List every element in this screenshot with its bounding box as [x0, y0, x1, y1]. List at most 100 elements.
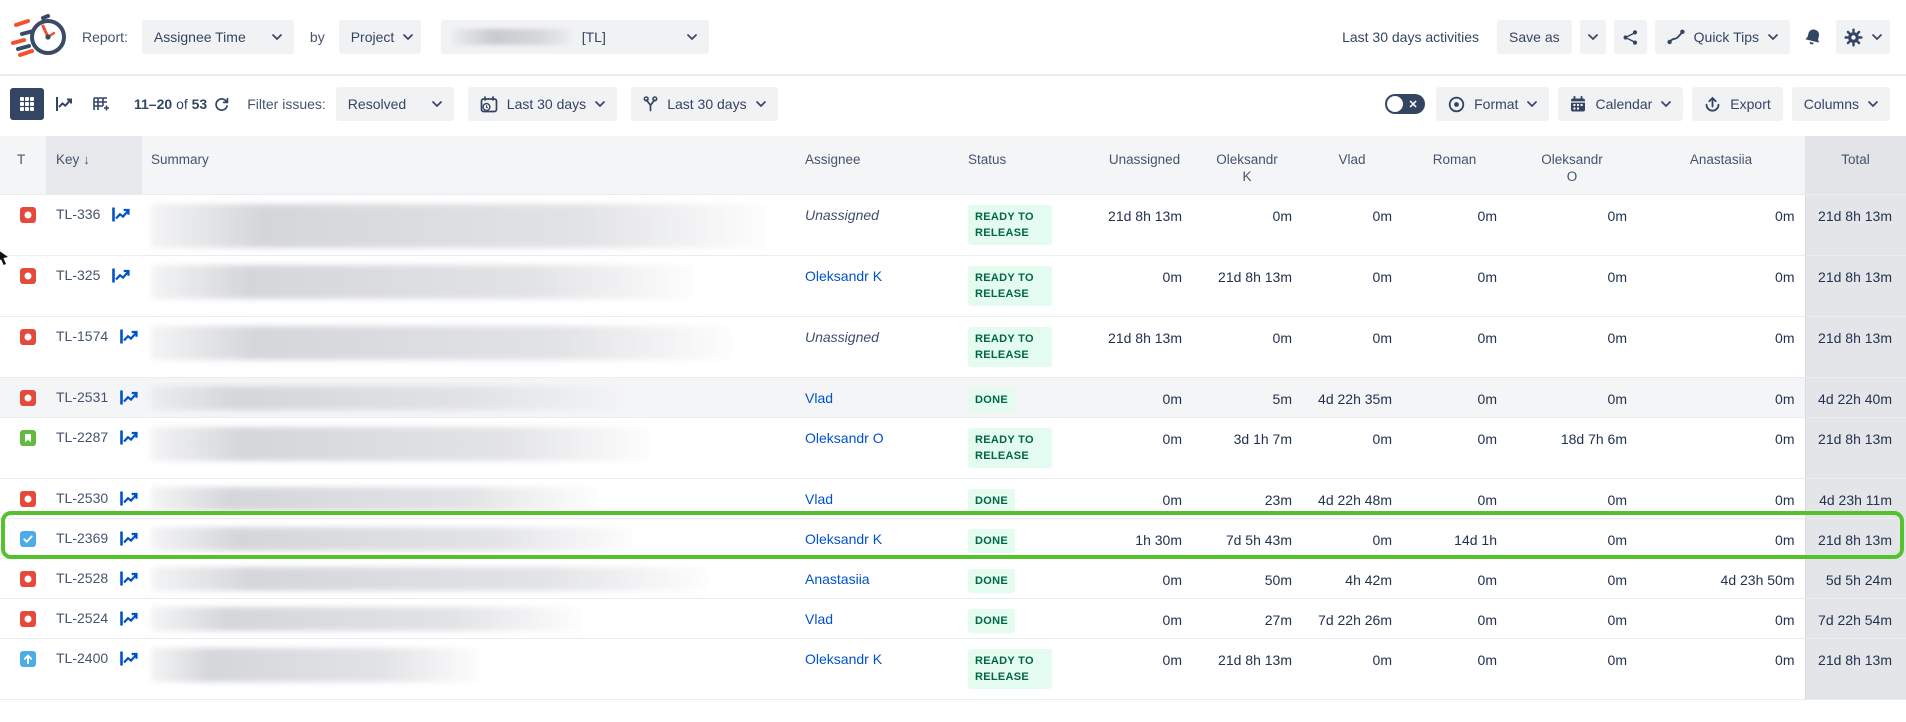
table-row-TL-2400[interactable]: TL-2400Oleksandr KREADY TO RELEASE0m21d … [0, 638, 1906, 699]
table-row-TL-2528[interactable]: TL-2528AnastasiiaDONE0m50m4h 42m0m0m4d 2… [0, 558, 1906, 598]
assignee-link[interactable]: Oleksandr O [805, 430, 884, 446]
time-cell-user-roman: 0m [1402, 316, 1507, 377]
worklog-branch-icon [643, 96, 658, 113]
grid-view-button[interactable] [10, 88, 44, 120]
share-button[interactable] [1614, 20, 1647, 54]
project-name-redacted [453, 29, 571, 45]
save-as-button[interactable]: Save as [1497, 20, 1572, 54]
assignee-link[interactable]: Anastasiia [805, 571, 870, 587]
column-header-summary[interactable]: Summary [142, 136, 802, 194]
issue-key-link[interactable]: TL-2528 [56, 570, 108, 586]
issue-key-link[interactable]: TL-2530 [56, 490, 108, 506]
column-header-user-roman[interactable]: Roman [1402, 136, 1507, 194]
time-cell-user-oleksandr-k: 27m [1192, 598, 1302, 638]
column-header-user-oleksandr-o[interactable]: OleksandrO [1507, 136, 1637, 194]
issue-summary-cell [142, 558, 802, 598]
format-target-icon [1448, 96, 1465, 113]
issue-trend-chart-icon[interactable] [111, 267, 133, 284]
time-cell-user-unassigned: 0m [1097, 255, 1192, 316]
issue-trend-chart-icon[interactable] [119, 429, 141, 446]
issue-key-link[interactable]: TL-2524 [56, 610, 108, 626]
assignee-link[interactable]: Vlad [805, 491, 833, 507]
issue-key-link[interactable]: TL-2400 [56, 650, 108, 666]
assignee-link[interactable]: Vlad [805, 390, 833, 406]
table-row-TL-325[interactable]: TL-325Oleksandr KREADY TO RELEASE0m21d 8… [0, 255, 1906, 316]
worklog-date-filter[interactable]: Last 30 days [631, 87, 777, 121]
issue-trend-chart-icon[interactable] [119, 570, 141, 587]
detail-toggle[interactable]: ✕ [1385, 94, 1425, 114]
time-cell-user-vlad: 0m [1302, 417, 1402, 478]
table-row-TL-1574[interactable]: TL-1574UnassignedREADY TO RELEASE21d 8h … [0, 316, 1906, 377]
project-select[interactable]: [TL] [441, 20, 709, 54]
column-header-user-oleksandr-k[interactable]: OleksandrK [1192, 136, 1302, 194]
column-header-type[interactable]: T [0, 136, 46, 194]
issue-key-link[interactable]: TL-325 [56, 267, 100, 283]
column-header-key[interactable]: Key↓ [46, 136, 142, 194]
refresh-icon[interactable] [214, 97, 229, 112]
issue-trend-chart-icon[interactable] [119, 389, 141, 406]
time-cell-user-oleksandr-k: 0m [1192, 316, 1302, 377]
export-button[interactable]: Export [1692, 87, 1782, 121]
calendar-button[interactable]: Calendar [1558, 87, 1683, 121]
issue-key-link[interactable]: TL-2369 [56, 530, 108, 546]
table-row-TL-2531[interactable]: TL-2531VladDONE0m5m4d 22h 35m0m0m0m4d 22… [0, 377, 1906, 417]
time-cell-user-oleksandr-o: 0m [1507, 316, 1637, 377]
issue-key-link[interactable]: TL-2287 [56, 429, 108, 445]
status-cell: READY TO RELEASE [962, 638, 1097, 699]
created-date-filter[interactable]: Last 30 days [468, 87, 617, 121]
settings-button[interactable] [1836, 20, 1890, 54]
issue-key-cell: TL-2287 [46, 417, 142, 478]
issue-trend-chart-icon[interactable] [119, 650, 141, 667]
quick-tips-button[interactable]: Quick Tips [1655, 20, 1790, 54]
pivot-view-button[interactable] [84, 88, 118, 120]
notifications-button[interactable] [1798, 20, 1828, 54]
table-row-TL-2369[interactable]: TL-2369Oleksandr KDONE1h 30m7d 5h 43m0m1… [0, 518, 1906, 558]
column-header-user-vlad[interactable]: Vlad [1302, 136, 1402, 194]
table-row-TL-2524[interactable]: TL-2524VladDONE0m27m7d 22h 26m0m0m0m7d 2… [0, 598, 1906, 638]
column-header-status[interactable]: Status [962, 136, 1097, 194]
chart-view-button[interactable] [47, 88, 81, 120]
status-badge: DONE [968, 388, 1015, 412]
issue-key-cell: TL-2531 [46, 377, 142, 417]
format-button[interactable]: Format [1436, 87, 1549, 121]
report-type-select[interactable]: Assignee Time [142, 20, 294, 54]
table-row-TL-336[interactable]: TL-336UnassignedREADY TO RELEASE21d 8h 1… [0, 194, 1906, 255]
status-badge: DONE [968, 609, 1015, 633]
issue-key-cell: TL-325 [46, 255, 142, 316]
assignee-link[interactable]: Oleksandr K [805, 268, 882, 284]
table-add-icon [93, 96, 110, 112]
issue-key-cell: TL-2530 [46, 478, 142, 518]
column-header-assignee[interactable]: Assignee [802, 136, 962, 194]
chevron-down-icon [1661, 101, 1671, 107]
table-row-TL-2530[interactable]: TL-2530VladDONE0m23m4d 22h 48m0m0m0m4d 2… [0, 478, 1906, 518]
bug-type-icon [20, 390, 36, 406]
issue-trend-chart-icon[interactable] [119, 610, 141, 627]
assignee-link[interactable]: Oleksandr K [805, 531, 882, 547]
issue-status-filter-select[interactable]: Resolved [336, 87, 454, 121]
issue-key-link[interactable]: TL-336 [56, 206, 100, 222]
assignee-link[interactable]: Oleksandr K [805, 651, 882, 667]
column-header-user-unassigned[interactable]: Unassigned [1097, 136, 1192, 194]
issue-trend-chart-icon[interactable] [111, 206, 133, 223]
column-header-total[interactable]: Total [1805, 136, 1906, 194]
issue-trend-chart-icon[interactable] [119, 490, 141, 507]
save-as-dropdown-button[interactable] [1580, 20, 1606, 54]
table-header: TKey↓SummaryAssigneeStatusUnassignedOlek… [0, 136, 1906, 194]
column-header-user-anastasiia[interactable]: Anastasiia [1637, 136, 1805, 194]
columns-button[interactable]: Columns [1792, 87, 1890, 121]
table-row-TL-2287[interactable]: TL-2287Oleksandr OREADY TO RELEASE0m3d 1… [0, 417, 1906, 478]
time-cell-user-oleksandr-o: 0m [1507, 518, 1637, 558]
issue-trend-chart-icon[interactable] [119, 328, 141, 345]
issue-key-link[interactable]: TL-2531 [56, 389, 108, 405]
issue-key-link[interactable]: TL-1574 [56, 328, 108, 344]
assignee-link[interactable]: Vlad [805, 611, 833, 627]
time-cell-user-oleksandr-k: 21d 8h 13m [1192, 255, 1302, 316]
time-cell-user-unassigned: 1h 30m [1097, 518, 1192, 558]
issue-trend-chart-icon[interactable] [119, 530, 141, 547]
group-by-select[interactable]: Project [339, 20, 421, 54]
time-cell-user-oleksandr-o: 0m [1507, 558, 1637, 598]
time-cell-user-anastasiia: 4d 23h 50m [1637, 558, 1805, 598]
summary-redacted-text [151, 386, 621, 410]
assignee-unassigned-text: Unassigned [805, 329, 879, 345]
total-time-cell: 21d 8h 13m [1805, 316, 1906, 377]
